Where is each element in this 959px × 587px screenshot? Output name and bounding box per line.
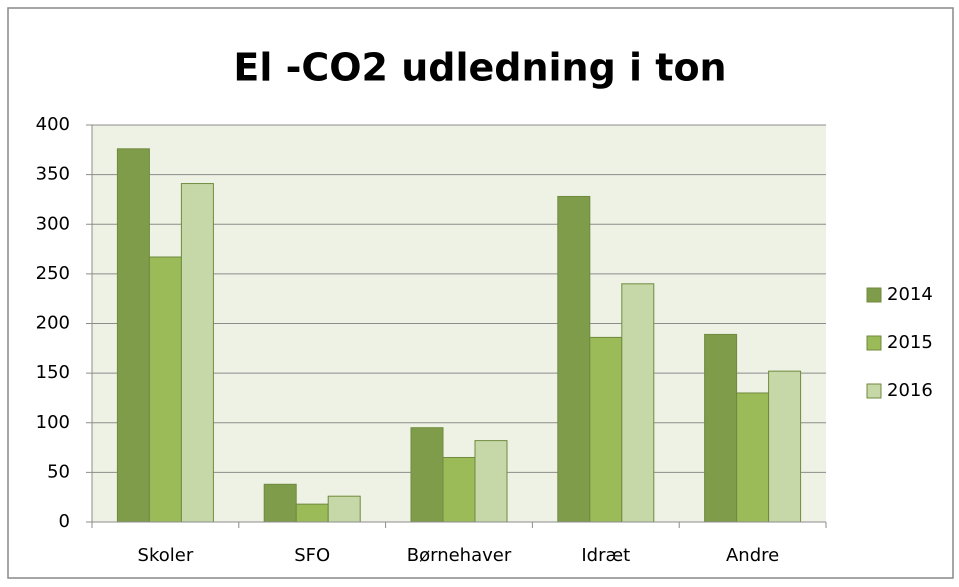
bar	[589, 336, 623, 523]
bar	[263, 483, 297, 523]
bar	[736, 392, 770, 523]
bar	[116, 148, 150, 523]
y-tick-label: 250	[36, 263, 70, 284]
legend-label: 2015	[887, 332, 933, 353]
legend-label: 2016	[887, 380, 933, 401]
bar	[180, 183, 214, 523]
bar	[148, 256, 182, 523]
legend-swatch	[866, 383, 882, 399]
bar	[474, 440, 508, 523]
x-tick-label: Skoler	[138, 545, 194, 566]
y-tick-label: 150	[36, 362, 70, 383]
legend-swatch	[866, 335, 882, 351]
bar	[704, 333, 738, 523]
x-tick-label: Børnehaver	[407, 545, 512, 566]
legend-swatch	[866, 287, 882, 303]
legend-label: 2014	[887, 284, 933, 305]
bar	[327, 495, 361, 523]
x-tick-label: Andre	[726, 545, 779, 566]
y-tick-label: 100	[36, 412, 70, 433]
bar	[410, 427, 444, 523]
y-tick-label: 300	[36, 213, 70, 234]
x-tick-label: Idræt	[581, 545, 630, 566]
y-tick-label: 350	[36, 164, 70, 185]
bar	[442, 456, 476, 523]
y-tick-label: 50	[47, 461, 70, 482]
y-tick-label: 0	[59, 511, 70, 532]
x-tick-label: SFO	[294, 545, 330, 566]
bar	[557, 195, 591, 523]
bar	[295, 503, 329, 523]
bar	[621, 283, 655, 523]
bar	[768, 370, 802, 523]
chart-title: El -CO2 udledning i ton	[233, 46, 726, 90]
y-tick-label: 400	[36, 114, 70, 135]
y-tick-label: 200	[36, 313, 70, 334]
